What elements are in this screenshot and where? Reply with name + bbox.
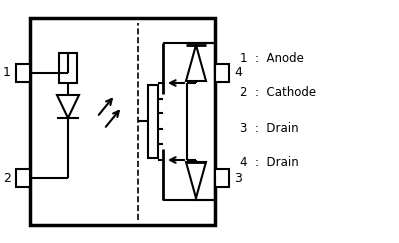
Text: 1  :  Anode: 1 : Anode xyxy=(240,52,304,64)
Polygon shape xyxy=(186,162,206,198)
Polygon shape xyxy=(57,95,79,118)
Bar xyxy=(215,169,229,187)
Text: 1: 1 xyxy=(3,67,11,79)
Bar xyxy=(16,169,30,187)
Text: 3: 3 xyxy=(234,172,242,184)
Bar xyxy=(215,64,229,82)
Bar xyxy=(148,85,158,158)
Text: 4: 4 xyxy=(234,67,242,79)
Bar xyxy=(59,53,77,83)
Text: 3  :  Drain: 3 : Drain xyxy=(240,122,298,134)
Text: 4  :  Drain: 4 : Drain xyxy=(240,156,299,170)
Text: 2  :  Cathode: 2 : Cathode xyxy=(240,87,316,99)
Bar xyxy=(30,18,215,225)
Bar xyxy=(16,64,30,82)
Text: 2: 2 xyxy=(3,172,11,184)
Polygon shape xyxy=(186,45,206,81)
